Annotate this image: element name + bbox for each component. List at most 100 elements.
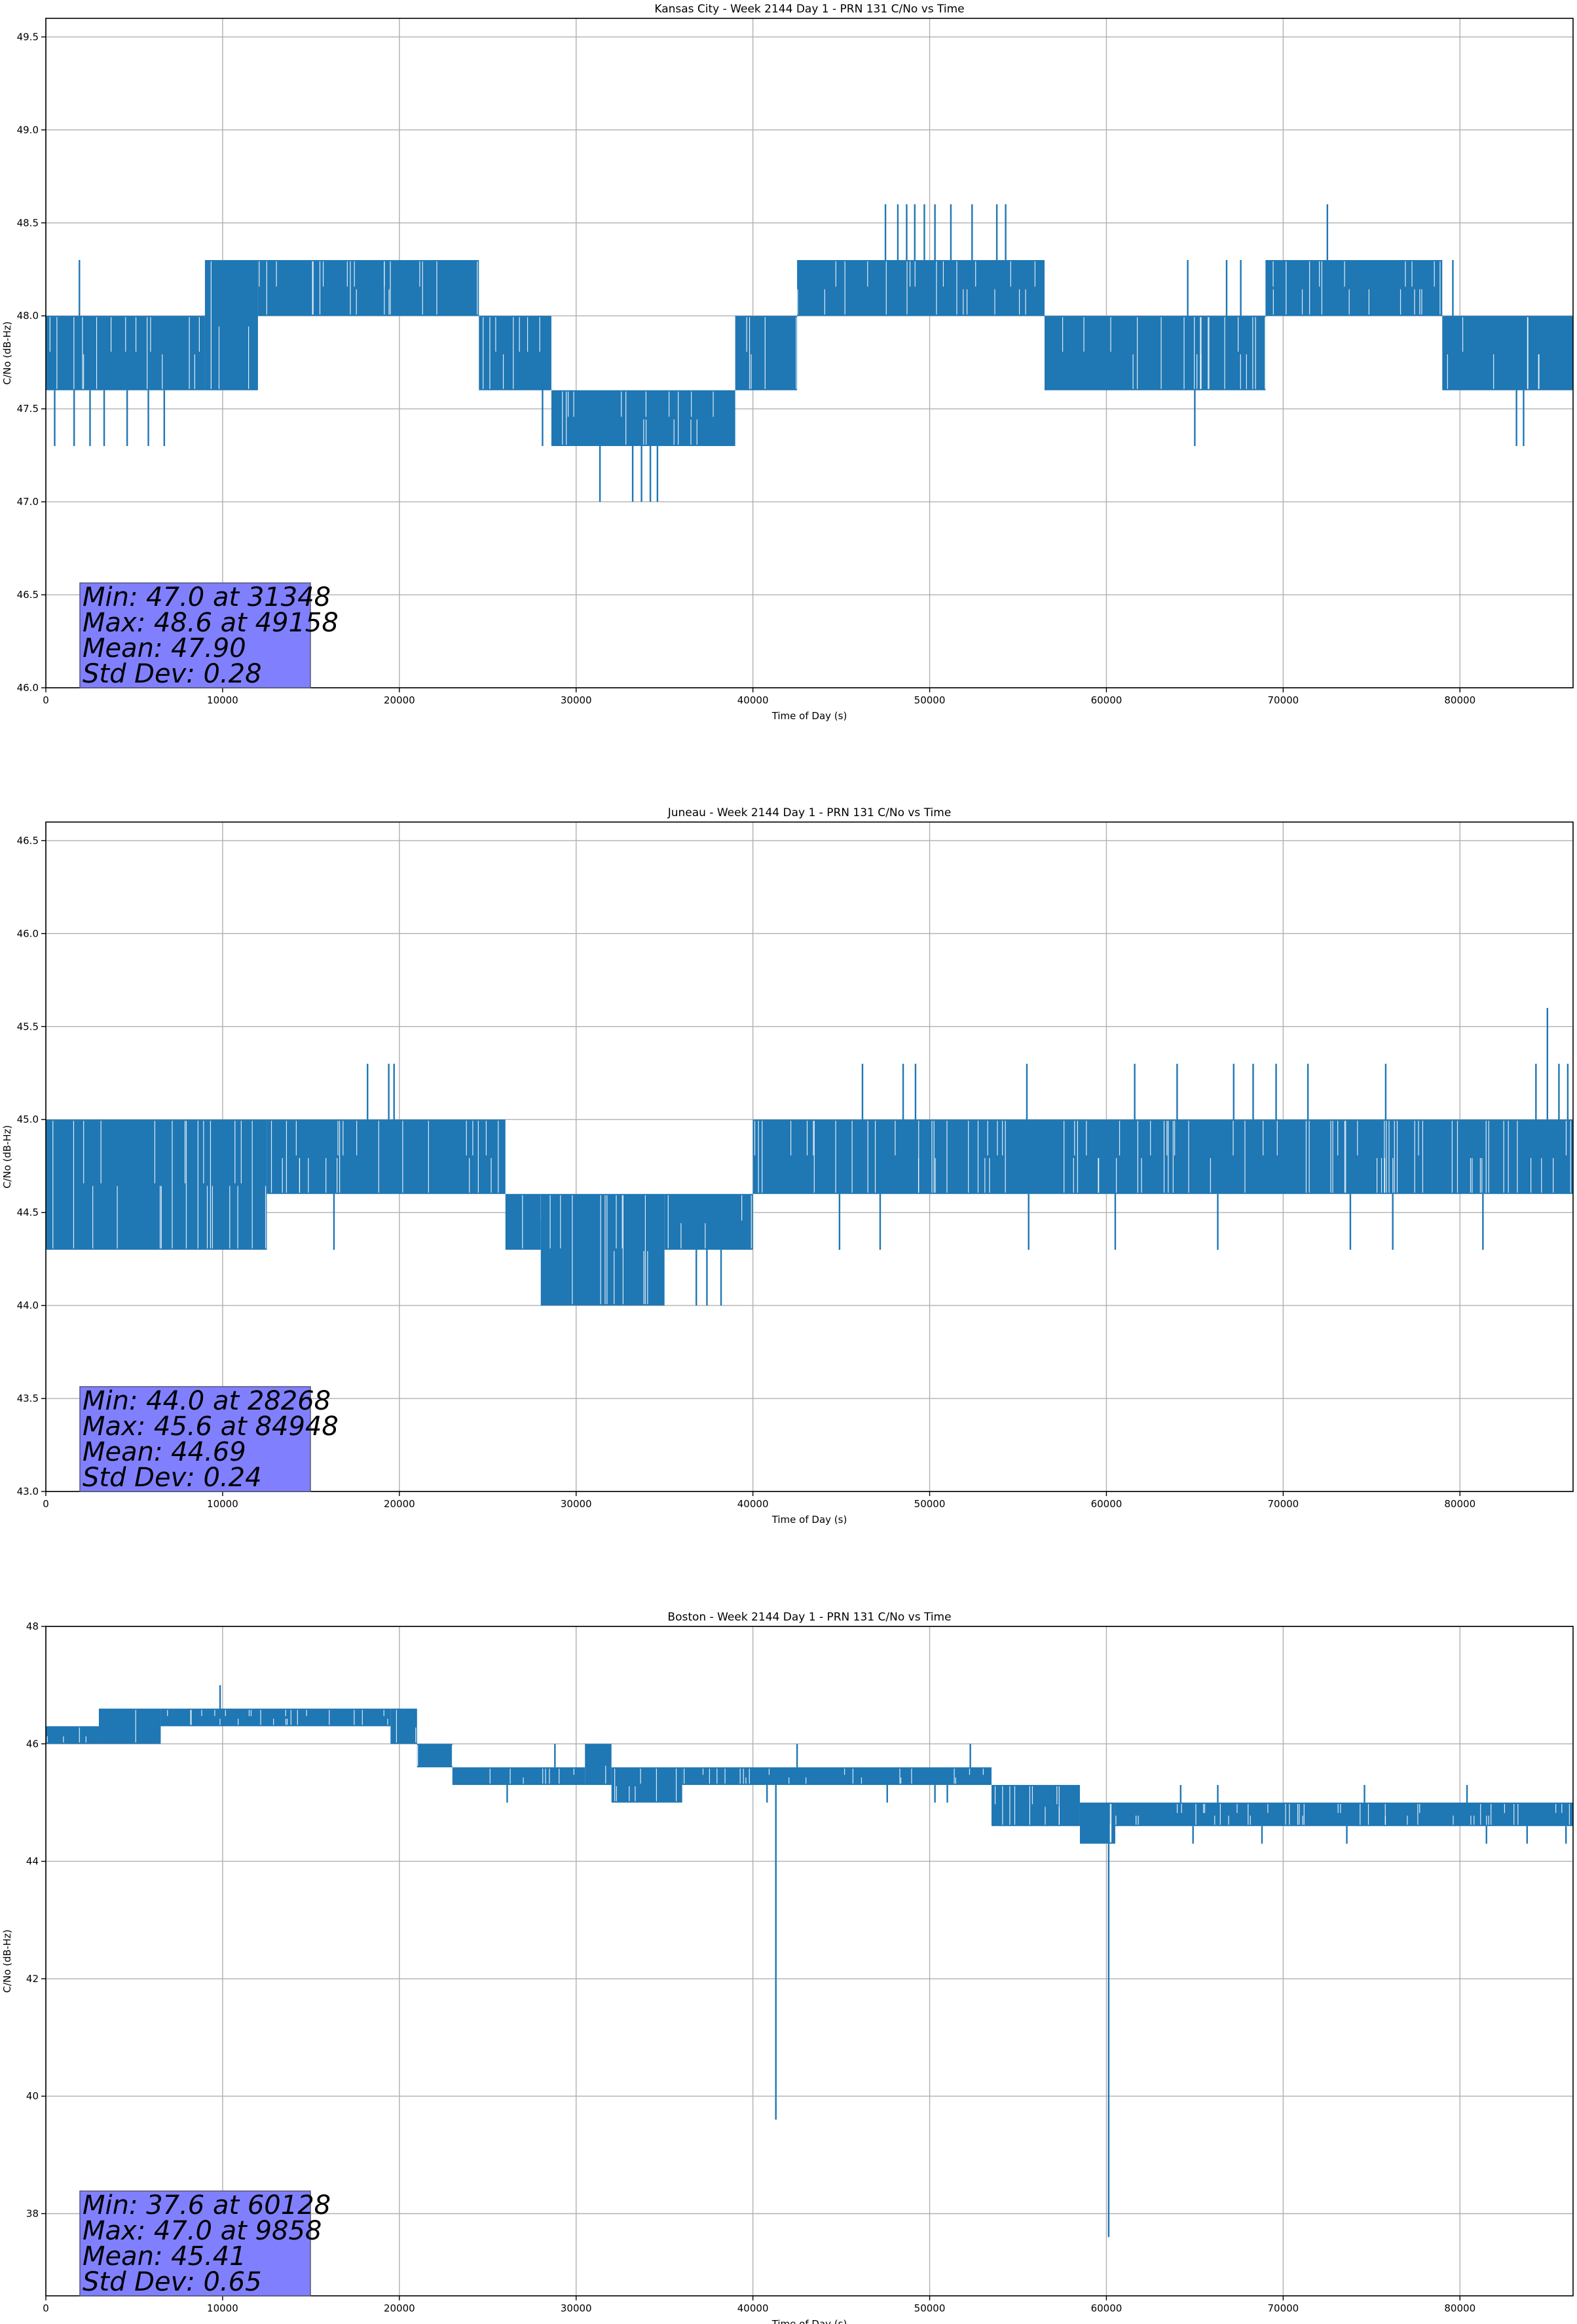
data-gap [1381, 1158, 1382, 1193]
series-line [46, 1685, 1573, 2238]
data-gap [1565, 1121, 1567, 1155]
y-tick-label: 48 [26, 1621, 39, 1632]
data-gap [1194, 317, 1195, 389]
data-gap [337, 1121, 339, 1155]
data-gap [621, 391, 622, 417]
data-gap [1570, 1121, 1571, 1193]
data-gap [788, 1777, 790, 1784]
data-gap [92, 1186, 94, 1248]
data-gap [1422, 1121, 1424, 1193]
data-gap [1005, 1121, 1006, 1193]
data-gap [749, 1769, 750, 1784]
data-gap [1462, 317, 1464, 352]
data-gap [306, 1710, 307, 1716]
data-gap [1309, 261, 1310, 315]
data-band [797, 260, 1045, 316]
data-gap [1172, 1121, 1174, 1193]
data-gap [813, 1121, 815, 1193]
data-gap [1384, 1815, 1386, 1825]
x-tick-label: 50000 [914, 2302, 946, 2314]
stats-line: Mean: 45.41 [83, 2241, 246, 2272]
data-gap [739, 1769, 741, 1784]
data-gap [1031, 1786, 1033, 1805]
data-gap [1002, 1121, 1003, 1155]
data-gap [1073, 1158, 1074, 1193]
data-gap [1174, 1121, 1176, 1155]
data-gap [150, 317, 151, 352]
data-gap [79, 1727, 80, 1743]
data-gap [1285, 1803, 1286, 1825]
data-band [257, 260, 479, 316]
data-gap [1538, 354, 1539, 389]
data-gap [1517, 1803, 1519, 1825]
data-gap [1204, 1803, 1206, 1813]
y-tick-label: 43.0 [17, 1486, 39, 1497]
data-gap [758, 1121, 759, 1193]
data-gap [1303, 1803, 1305, 1825]
data-gap [644, 1195, 646, 1305]
data-gap [911, 1769, 912, 1784]
data-gap [160, 1186, 162, 1248]
data-gap [73, 1121, 75, 1248]
data-gap [751, 1195, 752, 1248]
data-gap [100, 1121, 102, 1184]
series-line [46, 204, 1573, 502]
chart-panel: 0 10000 20000 30000 40000 50000 60000 70000 8000… [1, 3, 1574, 722]
data-gap [969, 1769, 971, 1775]
x-tick-label: 30000 [561, 694, 592, 706]
data-gap [622, 1195, 623, 1248]
data-gap [562, 391, 563, 445]
y-tick-label: 44.0 [17, 1300, 39, 1311]
data-gap [1434, 261, 1435, 287]
data-gap [616, 1786, 617, 1801]
chart-title: Boston - Week 2144 Day 1 - PRN 131 C/No … [667, 1611, 951, 1624]
data-gap [212, 1186, 213, 1248]
data-gap [312, 261, 313, 315]
data-gap [647, 1250, 648, 1305]
x-tick-label: 40000 [737, 694, 769, 706]
data-gap [1337, 1803, 1339, 1813]
data-gap [282, 1158, 283, 1193]
y-tick-label: 49.0 [17, 124, 39, 136]
data-gap [415, 1727, 417, 1743]
data-gap [210, 261, 212, 389]
data-gap [984, 1158, 986, 1193]
data-gap [63, 1736, 64, 1743]
data-gap [1109, 1824, 1111, 1843]
data-gap [1160, 317, 1162, 389]
data-gap [1418, 1121, 1419, 1155]
data-gap [1132, 354, 1134, 389]
data-band [452, 1767, 585, 1786]
data-gap [1417, 1803, 1419, 1825]
data-gap [1419, 289, 1420, 315]
data-gap [709, 1769, 710, 1784]
data-gap [656, 1769, 657, 1801]
x-tick-label: 0 [43, 694, 49, 706]
data-gap [790, 1121, 792, 1155]
data-gap [1210, 1158, 1211, 1193]
data-gap [522, 1195, 523, 1248]
data-gap [1276, 1121, 1278, 1155]
data-gap [1538, 354, 1540, 389]
y-tick-label: 46.5 [17, 589, 39, 601]
stats-box [79, 2190, 311, 2296]
data-gap [625, 391, 627, 445]
data-gap [1485, 1121, 1487, 1193]
data-gap [1447, 354, 1448, 389]
data-band [1044, 316, 1266, 390]
data-gap [956, 261, 957, 315]
data-gap [918, 1121, 919, 1193]
data-gap [716, 1769, 718, 1784]
stats-line: Mean: 47.90 [83, 633, 246, 664]
data-gap [1083, 317, 1085, 352]
y-tick-label: 48.5 [17, 217, 39, 229]
stats-box [79, 582, 311, 688]
stats-line: Max: 48.6 at 49158 [83, 608, 339, 638]
data-gap [273, 1718, 274, 1725]
data-gap [1272, 261, 1274, 287]
data-gap [542, 1769, 544, 1784]
stats-line: Min: 37.6 at 60128 [83, 2190, 331, 2221]
data-gap [52, 1121, 54, 1248]
data-gap [844, 1769, 845, 1775]
